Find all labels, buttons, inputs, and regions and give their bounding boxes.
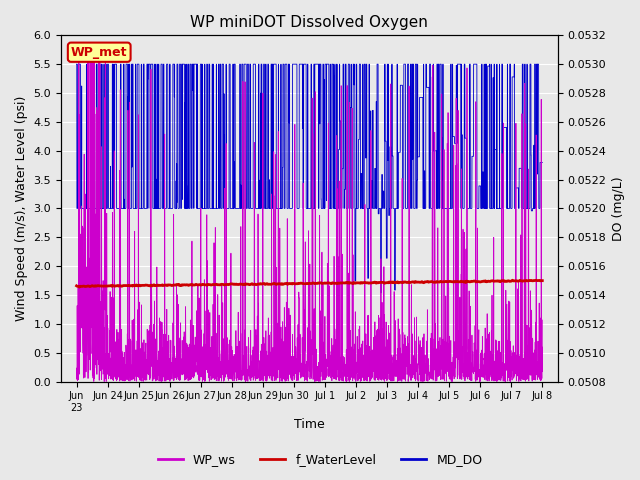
Y-axis label: DO (mg/L): DO (mg/L)	[612, 176, 625, 241]
Legend: WP_ws, f_WaterLevel, MD_DO: WP_ws, f_WaterLevel, MD_DO	[152, 448, 488, 471]
Y-axis label: Wind Speed (m/s), Water Level (psi): Wind Speed (m/s), Water Level (psi)	[15, 96, 28, 321]
Text: WP_met: WP_met	[71, 46, 127, 59]
Title: WP miniDOT Dissolved Oxygen: WP miniDOT Dissolved Oxygen	[191, 15, 428, 30]
X-axis label: Time: Time	[294, 419, 325, 432]
